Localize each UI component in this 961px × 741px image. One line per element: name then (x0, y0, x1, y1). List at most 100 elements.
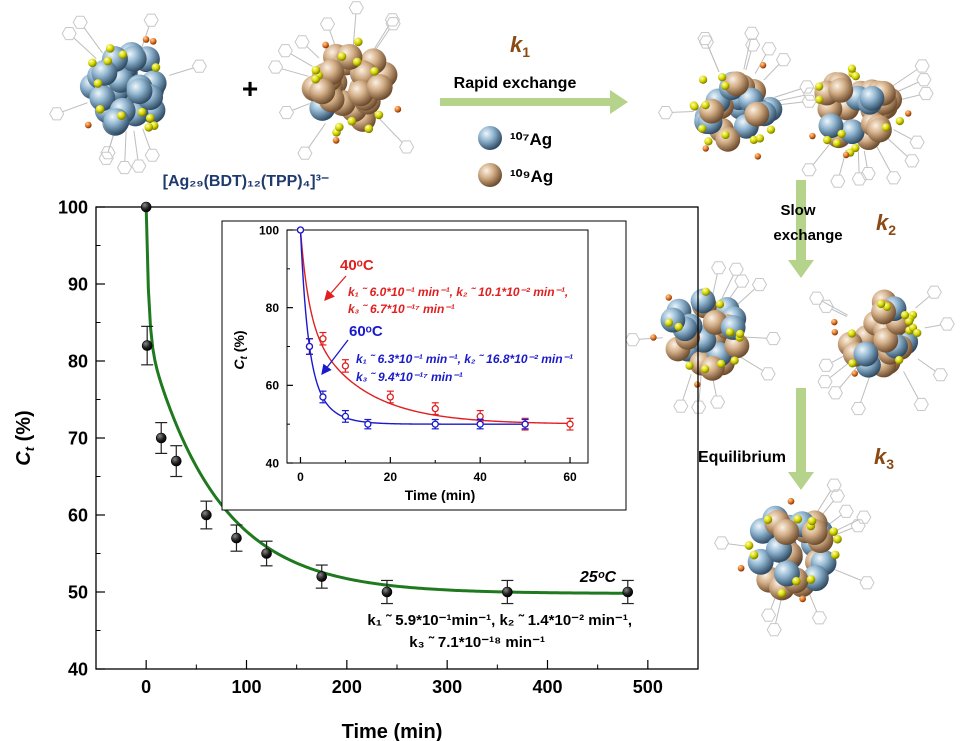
ag109-atom (715, 126, 741, 152)
ligand-ring (817, 375, 833, 389)
main-25c-data-point (141, 340, 153, 351)
ligand-ring (909, 135, 925, 149)
ligand-bond (306, 45, 320, 59)
main-25c-data-point (261, 548, 272, 559)
ligand-bond (671, 111, 694, 113)
sulfur-atom (704, 137, 713, 146)
main-25c-data-point (622, 586, 634, 598)
inset-x-tick-label: 60 (563, 470, 577, 484)
sulfur-atom (832, 139, 842, 148)
ligand-bond (124, 131, 127, 162)
cluster-equilibrium (714, 478, 875, 637)
cluster-slow-b (809, 285, 955, 416)
ligand-ring (856, 510, 872, 524)
inset-40c-rate-line-1: k₁ ˜ 6.0*10⁻¹ min⁻¹, k₂ ˜ 10.1*10⁻² min⁻… (348, 285, 568, 299)
rapid-exchange-label: Rapid exchange (454, 75, 577, 92)
ligand-ring (751, 278, 768, 292)
sulfur-atom (848, 359, 857, 368)
ligand-ring (294, 35, 310, 49)
ligand-bond (372, 24, 390, 52)
inset-chart-axes: 0 20 40 60 40 60 80 100 (259, 223, 577, 484)
cluster-ag107 (49, 13, 207, 175)
ligand-ring (728, 262, 744, 276)
slow-label-line2: exchange (773, 227, 842, 244)
ligand-bond (291, 103, 310, 111)
ligand-bond (859, 373, 871, 404)
phosphorus-atom (394, 105, 402, 113)
ligand-ring (673, 399, 689, 413)
main-y-tick-label: 80 (68, 351, 88, 371)
ligand-bond (903, 371, 919, 400)
inset-40c-data-point (566, 420, 574, 428)
phosphorus-atom (759, 62, 767, 69)
main-25c-data-point (231, 532, 242, 544)
ag107-legend-label: ¹⁰⁷Ag (510, 130, 552, 149)
phosphorus-atom (754, 153, 762, 160)
ligand-ring (904, 154, 920, 168)
sulfur-atom (370, 67, 379, 76)
ligand-ring (714, 536, 730, 550)
main-25c-data-point (316, 571, 328, 582)
sulfur-atom (881, 123, 891, 132)
main-25c-data-point (140, 201, 152, 213)
cluster-slow-a (624, 261, 781, 414)
sulfur-atom (830, 550, 840, 560)
ligand-ring (860, 167, 876, 181)
ligand-ring (830, 174, 846, 188)
ligand-ring (811, 611, 827, 625)
ligand-ring (297, 146, 313, 160)
ligand-bond (745, 336, 768, 339)
phosphorus-atom (665, 294, 672, 301)
main-x-tick-label: 100 (231, 677, 261, 697)
inset-60c-data-point (521, 420, 529, 428)
inset-60c-data-point (305, 342, 314, 351)
ligand-ring (744, 26, 760, 40)
ligand-ring (61, 27, 77, 41)
sulfur-atom (374, 110, 384, 120)
ligand-ring (319, 17, 336, 31)
ag109-atom (724, 71, 749, 97)
ag107-atom (89, 85, 116, 111)
main-rate-line-2: k₃ ˜ 7.1*10⁻¹⁸ min⁻¹ (409, 634, 545, 651)
ligand-ring (761, 608, 777, 622)
ag109-legend-sphere (478, 163, 502, 187)
sulfur-atom (88, 58, 97, 68)
ligand-ring (760, 367, 776, 381)
ligand-ring (932, 368, 948, 382)
ligand-ring (765, 332, 781, 346)
sulfur-atom (718, 73, 727, 82)
ligand-bond (743, 39, 751, 70)
inset-40c-data-point (319, 335, 327, 343)
sulfur-atom (829, 527, 838, 536)
sulfur-atom (701, 287, 711, 296)
ag109-atom (366, 74, 393, 101)
sulfur-atom (744, 541, 754, 550)
ligand-ring (851, 172, 867, 186)
sulfur-atom (698, 124, 707, 133)
inset-chart-points (296, 226, 574, 431)
main-y-tick-label: 100 (58, 197, 88, 217)
ligand-bond (876, 146, 892, 173)
sulfur-atom (895, 355, 904, 365)
sulfur-atom (847, 329, 857, 338)
main-y-tick-label: 60 (68, 505, 88, 525)
ligand-ring (829, 489, 845, 503)
k1-label: k1 (510, 32, 530, 60)
phosphorus-atom (149, 37, 157, 45)
ligand-bond (307, 123, 326, 149)
ligand-ring (277, 44, 293, 58)
ligand-bond (893, 129, 913, 140)
ligand-bond (763, 63, 780, 81)
inset-60c-data-point (319, 393, 327, 401)
sulfur-atom (337, 52, 347, 61)
inset-60c-pointer (321, 339, 349, 376)
main-25c-data-point (381, 586, 393, 598)
sulfur-atom (715, 300, 725, 309)
sulfur-atom (721, 130, 730, 140)
sulfur-atom (793, 514, 803, 524)
ligand-ring (698, 35, 714, 49)
k3-label: k3 (874, 444, 894, 472)
inset-60c-data-point (341, 412, 350, 421)
